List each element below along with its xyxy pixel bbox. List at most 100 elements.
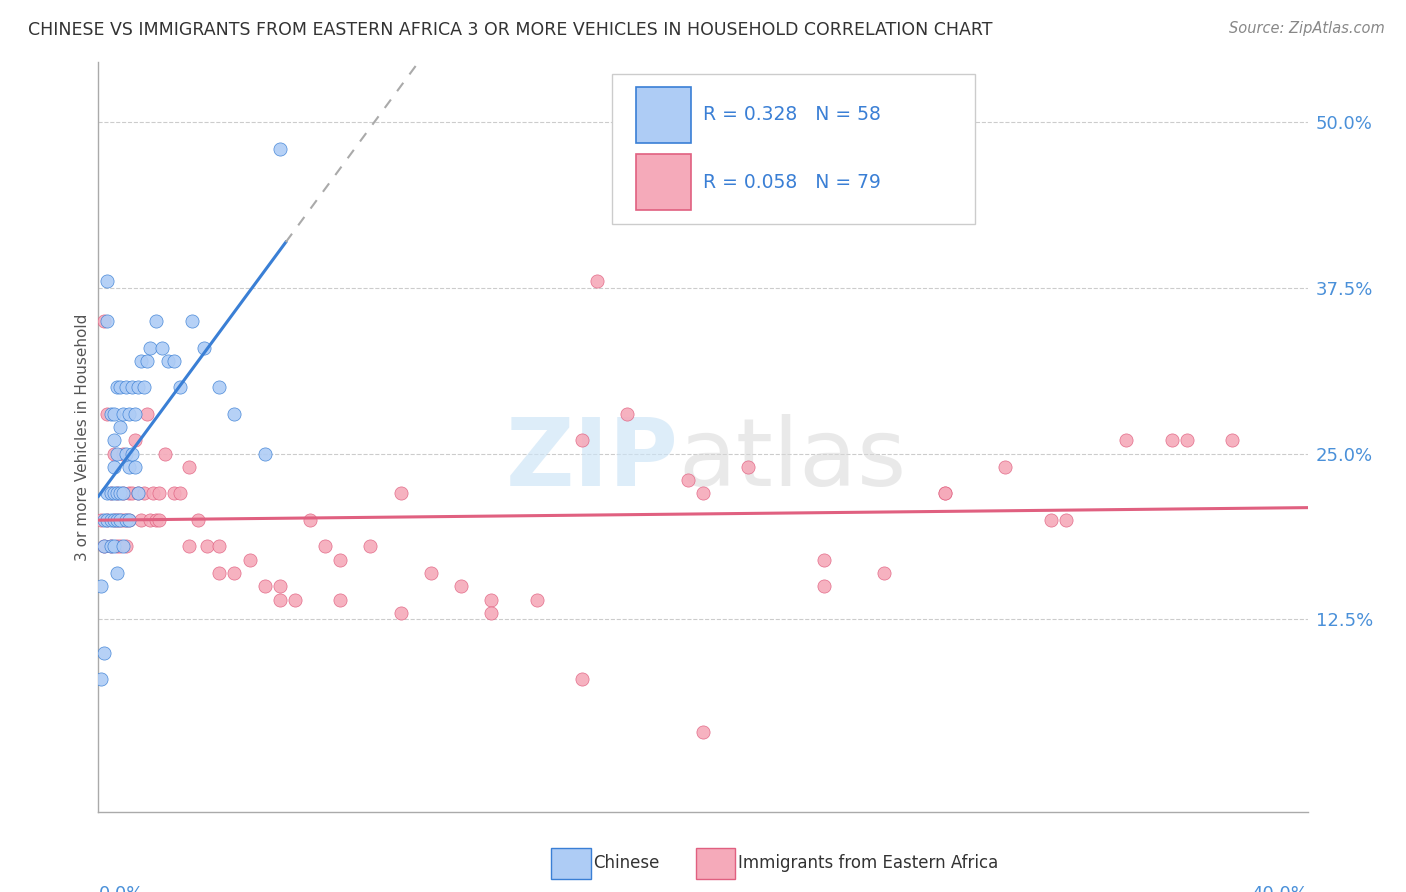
Point: [269, 142, 291, 156]
Point: [100, 486, 122, 500]
Point: [195, 540, 218, 554]
Point: [169, 380, 191, 394]
Point: [179, 459, 201, 474]
Point: [105, 513, 128, 527]
Point: [135, 354, 157, 368]
Point: [114, 540, 136, 554]
Point: [481, 592, 503, 607]
Point: [420, 566, 443, 580]
Point: [150, 341, 173, 355]
Point: [127, 486, 149, 500]
Point: [135, 407, 157, 421]
Point: [105, 380, 128, 394]
Point: [108, 540, 131, 554]
Point: [111, 407, 134, 421]
Point: [329, 592, 352, 607]
Point: [139, 513, 162, 527]
Point: [148, 486, 170, 500]
Point: [389, 486, 412, 500]
Point: [108, 420, 131, 434]
Point: [127, 486, 149, 500]
Point: [103, 434, 125, 448]
Point: [1160, 434, 1182, 448]
Point: [103, 486, 125, 500]
Point: [163, 486, 186, 500]
Point: [526, 592, 548, 607]
Point: [145, 513, 167, 527]
Point: [737, 459, 759, 474]
Point: [100, 407, 122, 421]
Point: [111, 447, 134, 461]
Text: Source: ZipAtlas.com: Source: ZipAtlas.com: [1229, 21, 1385, 36]
Point: [100, 540, 122, 554]
Point: [239, 553, 262, 567]
Text: 40.0%: 40.0%: [1251, 885, 1308, 892]
Point: [118, 486, 141, 500]
Point: [100, 513, 122, 527]
Point: [103, 540, 125, 554]
Point: [93, 646, 115, 660]
Point: [118, 513, 141, 527]
Point: [114, 380, 136, 394]
Text: Immigrants from Eastern Africa: Immigrants from Eastern Africa: [738, 855, 998, 872]
Point: [153, 447, 176, 461]
Point: [127, 380, 149, 394]
Point: [129, 354, 152, 368]
Point: [1115, 434, 1137, 448]
Point: [692, 486, 714, 500]
Point: [108, 380, 131, 394]
Point: [103, 407, 125, 421]
Point: [934, 486, 956, 500]
Point: [208, 540, 231, 554]
Point: [813, 579, 835, 593]
Point: [1054, 513, 1077, 527]
Point: [169, 486, 191, 500]
Point: [208, 380, 231, 394]
Point: [90, 513, 112, 527]
Text: R = 0.328   N = 58: R = 0.328 N = 58: [703, 105, 882, 124]
Point: [96, 314, 118, 328]
Point: [103, 513, 125, 527]
Point: [90, 579, 112, 593]
Point: [181, 314, 204, 328]
Point: [253, 579, 276, 593]
Point: [124, 434, 146, 448]
Point: [93, 314, 115, 328]
Point: [132, 380, 155, 394]
Point: [208, 566, 231, 580]
Point: [1039, 513, 1062, 527]
Point: [129, 513, 152, 527]
Point: [111, 513, 134, 527]
Point: [111, 540, 134, 554]
Point: [93, 540, 115, 554]
Point: [142, 486, 165, 500]
Point: [139, 341, 162, 355]
Point: [90, 672, 112, 686]
Point: [118, 459, 141, 474]
Point: [1175, 434, 1198, 448]
Point: [121, 380, 143, 394]
Point: [111, 486, 134, 500]
Point: [108, 513, 131, 527]
Point: [934, 486, 956, 500]
Point: [96, 513, 118, 527]
Point: [105, 566, 128, 580]
Point: [389, 606, 412, 620]
Text: Chinese: Chinese: [593, 855, 659, 872]
Point: [93, 540, 115, 554]
Text: ZIP: ZIP: [506, 414, 679, 506]
Point: [481, 606, 503, 620]
Point: [284, 592, 307, 607]
Point: [145, 314, 167, 328]
Text: CHINESE VS IMMIGRANTS FROM EASTERN AFRICA 3 OR MORE VEHICLES IN HOUSEHOLD CORREL: CHINESE VS IMMIGRANTS FROM EASTERN AFRIC…: [28, 21, 993, 38]
Point: [103, 513, 125, 527]
Point: [96, 513, 118, 527]
FancyBboxPatch shape: [613, 74, 976, 224]
Point: [314, 540, 336, 554]
Point: [994, 459, 1017, 474]
Point: [148, 513, 170, 527]
Point: [269, 592, 291, 607]
Point: [163, 354, 186, 368]
Point: [121, 447, 143, 461]
FancyBboxPatch shape: [637, 154, 690, 211]
